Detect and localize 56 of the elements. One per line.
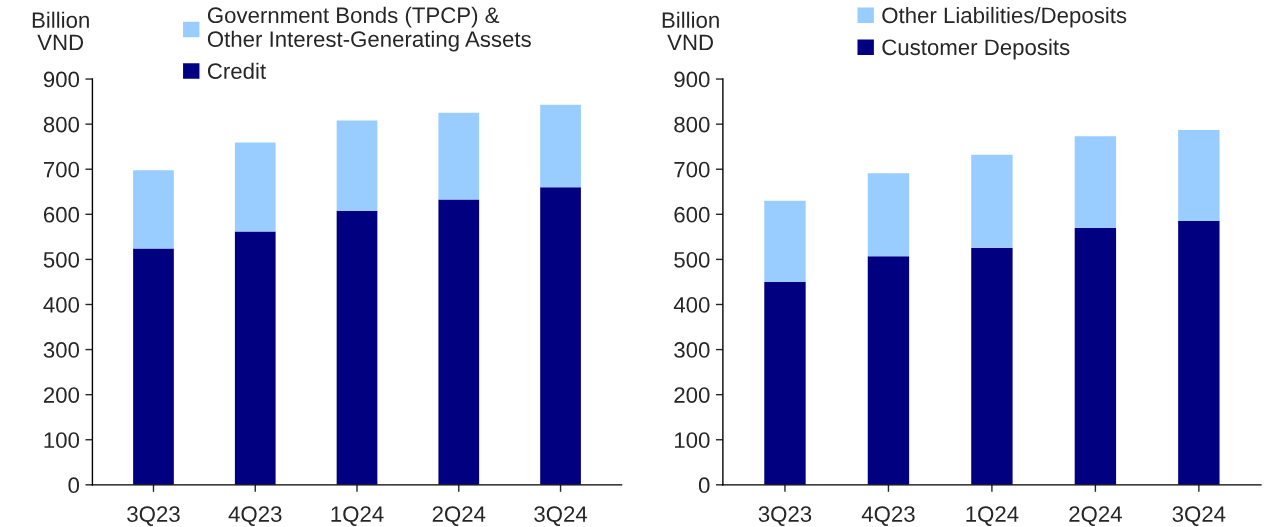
x-tick-label: 3Q23 [127, 506, 180, 526]
x-tick-label: 2Q24 [1069, 506, 1122, 526]
bar [336, 120, 378, 211]
y-tick-label: 0 [68, 477, 80, 494]
legend-label: Credit [207, 62, 266, 79]
bar [540, 104, 581, 188]
y-tick-label: 500 [674, 251, 710, 268]
x-tick-label: 3Q23 [758, 506, 812, 526]
y-tick-label: 700 [674, 161, 710, 178]
y-tick-label: 100 [44, 432, 80, 449]
y-tick-label: 500 [43, 251, 80, 268]
y-tick-label: 300 [674, 342, 710, 358]
bar [438, 199, 480, 485]
bar [1178, 221, 1220, 485]
bar [867, 256, 910, 485]
y-tick-label: 300 [43, 342, 80, 358]
y-tick-label: 200 [674, 387, 710, 403]
x-tick-label: 1Q24 [331, 506, 384, 526]
y-tick-label: 600 [43, 206, 80, 223]
bar [438, 112, 480, 200]
bar [1074, 136, 1117, 228]
bar [336, 210, 378, 485]
bar [867, 173, 910, 257]
y-axis-title: Billion VND [32, 11, 89, 51]
y-tick-label: 0 [698, 477, 710, 494]
y-tick-label: 900 [674, 71, 710, 88]
bar [234, 231, 276, 485]
bar [1178, 130, 1220, 222]
y-tick-label: 200 [43, 387, 80, 403]
y-tick-label: 100 [675, 432, 710, 449]
x-tick-label: 3Q24 [1172, 506, 1226, 526]
bar [133, 248, 174, 485]
bar [971, 154, 1013, 248]
bar [540, 187, 581, 485]
bar [234, 142, 276, 232]
legend-label: Other Liabilities/Deposits [882, 6, 1127, 28]
y-tick-label: 900 [43, 71, 80, 88]
x-tick-label: 3Q24 [534, 506, 588, 526]
y-tick-label: 800 [674, 116, 710, 133]
y-tick-label: 800 [43, 116, 80, 133]
x-tick-label: 4Q23 [228, 506, 282, 526]
legend-label: Government Bonds (TPCP) & Other Interest-Generating Assets [207, 6, 531, 52]
bar [1074, 227, 1117, 485]
bar [971, 247, 1013, 485]
bar [764, 281, 806, 485]
y-axis-title: Billion VND [662, 11, 719, 51]
y-tick-label: 400 [43, 297, 80, 313]
bar [133, 170, 174, 249]
bar [764, 200, 806, 282]
y-tick-label: 700 [43, 161, 80, 178]
y-tick-label: 400 [673, 297, 710, 313]
y-tick-label: 600 [674, 206, 710, 223]
x-tick-label: 2Q24 [432, 506, 486, 526]
x-tick-label: 4Q23 [861, 506, 915, 526]
legend-label: Customer Deposits [882, 38, 1070, 60]
x-tick-label: 1Q24 [966, 506, 1019, 526]
